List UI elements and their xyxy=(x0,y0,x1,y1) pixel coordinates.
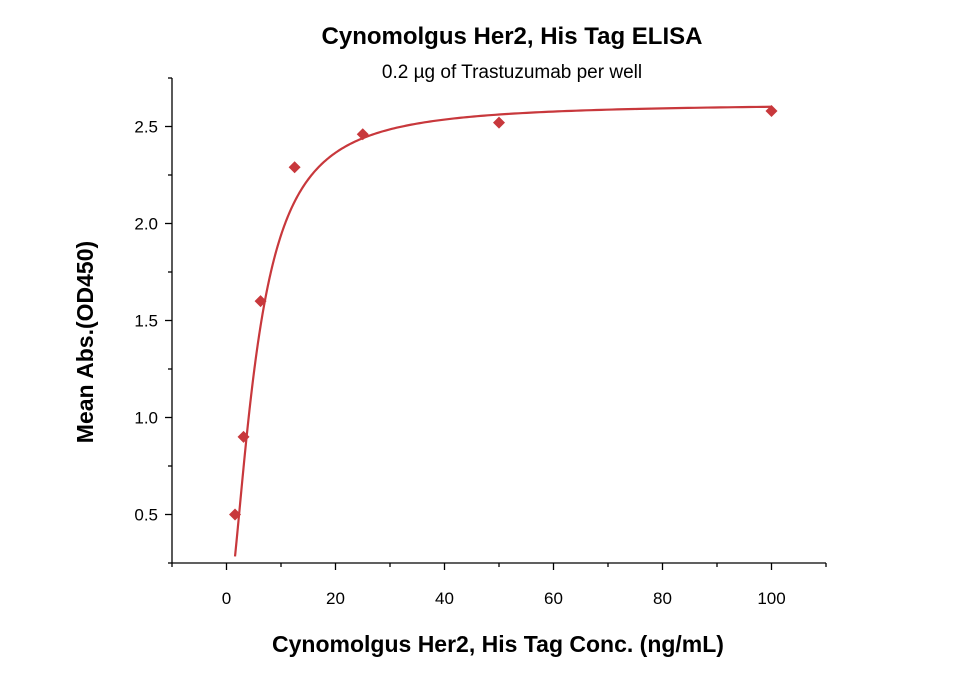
x-tick-label: 0 xyxy=(222,589,231,608)
x-tick-label: 20 xyxy=(326,589,345,608)
data-point xyxy=(288,161,301,174)
chart-title: Cynomolgus Her2, His Tag ELISA xyxy=(322,23,703,50)
data-point xyxy=(356,128,369,141)
y-tick-label: 0.5 xyxy=(134,506,158,525)
data-point xyxy=(237,430,250,443)
y-tick-label: 1.5 xyxy=(134,312,158,331)
fit-curve-layer xyxy=(233,105,772,557)
x-tick-label: 100 xyxy=(757,589,785,608)
x-tick-label: 80 xyxy=(653,589,672,608)
data-point xyxy=(254,295,267,308)
x-tick-label: 40 xyxy=(435,589,454,608)
data-point xyxy=(493,116,505,129)
chart-subtitle: 0.2 µg of Trastuzumab per well xyxy=(382,62,642,83)
axes: 0 20 40 60 80 100 0.5 1.0 1.5 2.0 2.5 xyxy=(134,77,827,608)
data-points xyxy=(229,104,778,521)
y-tick-label: 1.0 xyxy=(134,409,158,428)
x-tick-label: 60 xyxy=(544,589,563,608)
y-tick-label: 2.0 xyxy=(134,215,158,234)
y-axis-label: Mean Abs.(OD450) xyxy=(72,241,98,443)
data-point xyxy=(765,104,778,117)
fit-curve xyxy=(233,105,772,557)
x-axis-label: Cynomolgus Her2, His Tag Conc. (ng/mL) xyxy=(272,631,724,657)
y-tick-label: 2.5 xyxy=(134,118,158,137)
data-point xyxy=(229,508,242,521)
